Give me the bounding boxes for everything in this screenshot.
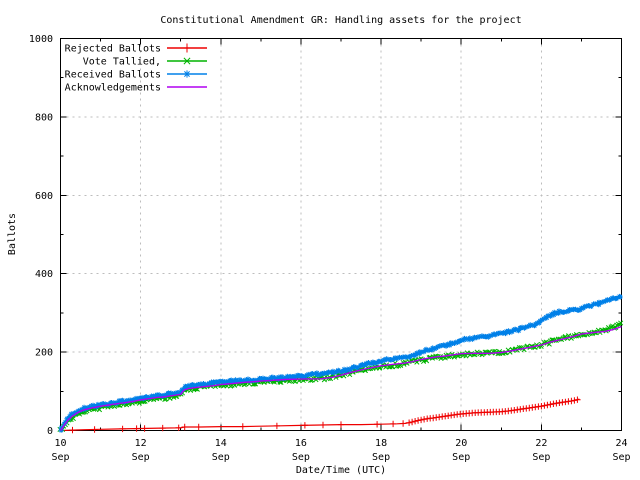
- axes: 0 200 400 600 800 1000 10 Sep 12 Sep 14 Sep 16 Sep 18 S…: [29, 34, 631, 463]
- series-line-received-ballots: [59, 294, 622, 432]
- legend-marker-cross-icon: [183, 57, 191, 65]
- legend-item-rejected-ballots: Rejected Ballots: [65, 43, 207, 55]
- legend: Rejected Ballots Vote Tallied, Received Ba…: [65, 43, 207, 94]
- legend-item-vote-tallied: Vote Tallied,: [83, 57, 207, 68]
- x-tick-month-label: Sep: [51, 452, 69, 463]
- x-tick-month-label: Sep: [292, 452, 310, 463]
- x-tick-label: 20: [455, 438, 467, 449]
- series-markers-rejected-ballots: [69, 396, 581, 434]
- series-vote-tallied: [57, 320, 624, 433]
- x-tick-label: 16: [295, 438, 307, 449]
- x-tick-month-label: Sep: [612, 452, 630, 463]
- x-tick-label: 22: [535, 438, 547, 449]
- y-axis-label: Ballots: [7, 213, 18, 255]
- series-received-ballots: [58, 293, 623, 433]
- chart-title: Constitutional Amendment GR: Handling as…: [160, 15, 521, 26]
- x-tick-label: 14: [215, 438, 227, 449]
- series-acknowledgements: [59, 325, 622, 431]
- legend-label: Received Ballots: [65, 70, 161, 81]
- y-tick-label: 400: [35, 269, 53, 280]
- x-tick-label: 12: [135, 438, 147, 449]
- legend-label: Rejected Ballots: [65, 44, 161, 55]
- legend-label: Vote Tallied,: [83, 57, 161, 68]
- x-axis-label: Date/Time (UTC): [296, 465, 386, 476]
- series-markers-vote-tallied: [57, 320, 624, 433]
- x-tick-month-label: Sep: [212, 452, 230, 463]
- legend-marker-asterisk-icon: [183, 70, 191, 78]
- x-tick-month-label: Sep: [532, 452, 550, 463]
- series-rejected-ballots: [60, 396, 581, 434]
- y-tick-label: 1000: [29, 34, 53, 45]
- x-tick-month-label: Sep: [132, 452, 150, 463]
- tick-marks: [60, 38, 622, 431]
- y-tick-label: 600: [35, 191, 53, 202]
- x-tick-label: 18: [375, 438, 387, 449]
- legend-item-received-ballots: Received Ballots: [65, 70, 207, 81]
- series-markers-received-ballots: [58, 293, 623, 433]
- data-series: [57, 293, 624, 434]
- y-tick-label: 200: [35, 348, 53, 359]
- legend-item-acknowledgements: Acknowledgements: [65, 83, 207, 94]
- x-tick-month-label: Sep: [372, 452, 390, 463]
- y-tick-label: 0: [47, 426, 53, 437]
- series-line-acknowledgements: [59, 325, 622, 431]
- legend-marker-plus-icon: [182, 43, 192, 53]
- y-tick-label: 800: [35, 112, 53, 123]
- legend-label: Acknowledgements: [65, 83, 161, 94]
- x-tick-label: 24: [615, 438, 627, 449]
- x-tick-month-label: Sep: [452, 452, 470, 463]
- x-tick-label: 10: [54, 438, 66, 449]
